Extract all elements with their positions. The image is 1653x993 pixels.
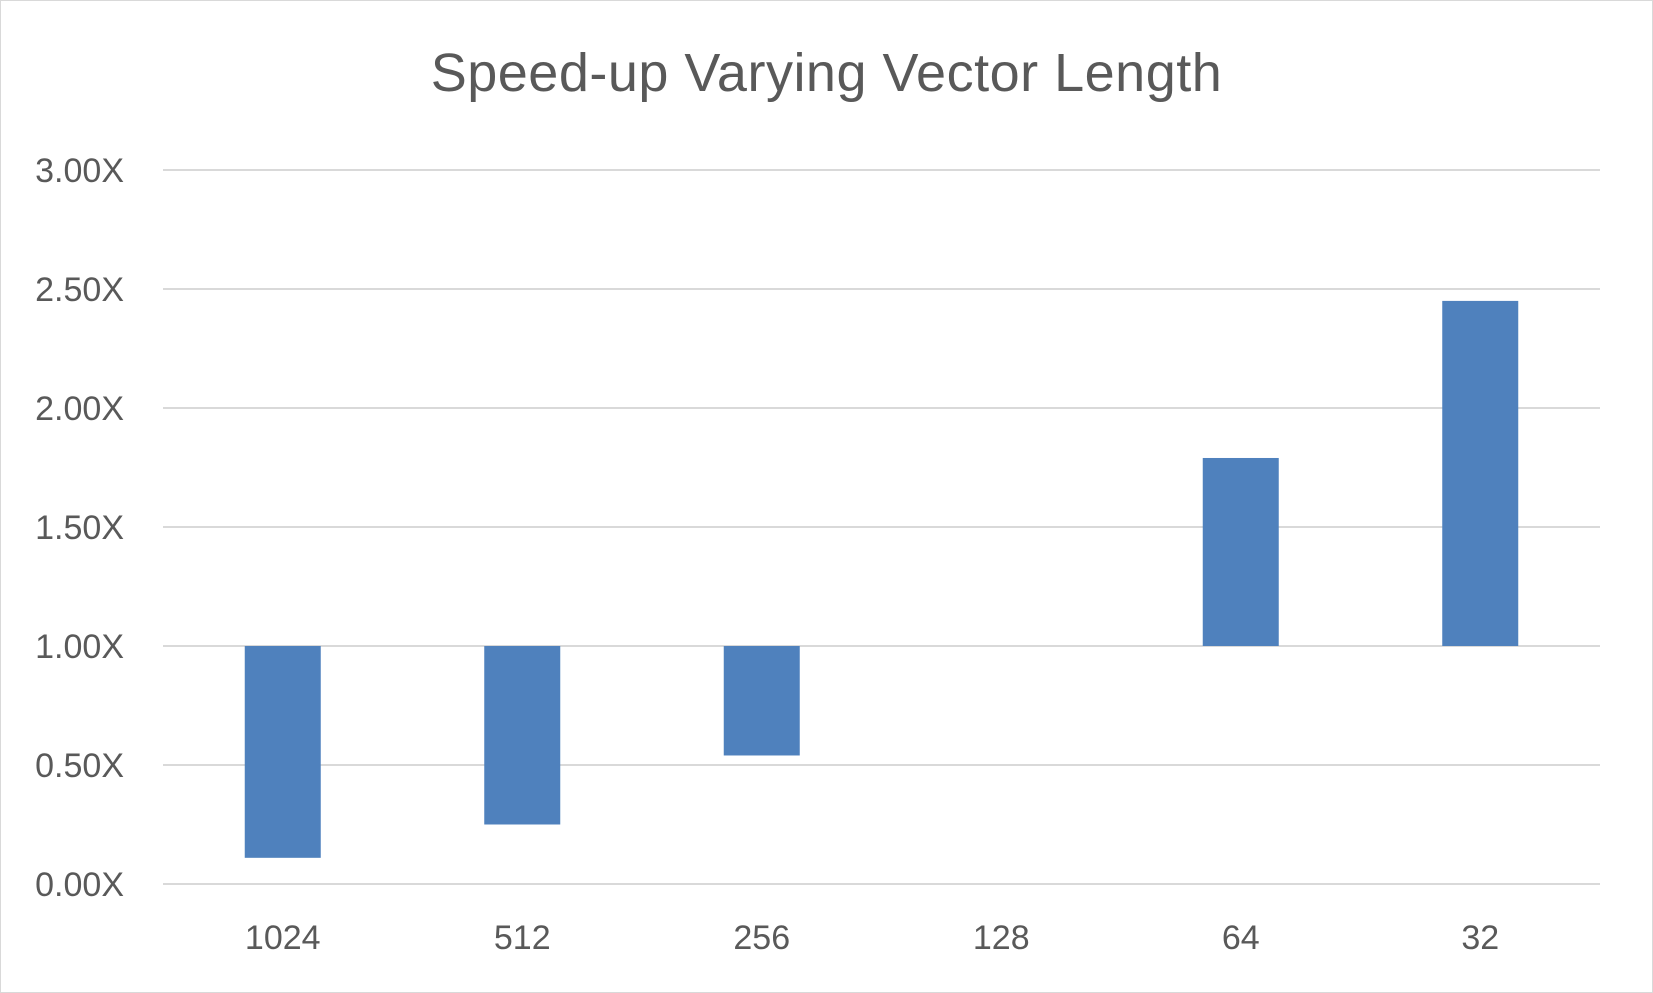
- x-tick-label-256: 256: [733, 919, 790, 957]
- y-tick-label: 2.50X: [35, 271, 124, 309]
- x-tick-label-128: 128: [973, 919, 1030, 957]
- bar-32: [1442, 300, 1519, 646]
- y-tick-label: 3.00X: [35, 152, 124, 190]
- bar-256: [723, 646, 800, 756]
- y-tick-label: 2.00X: [35, 390, 124, 428]
- x-tick-label-64: 64: [1222, 919, 1260, 957]
- x-tick-label-1024: 1024: [245, 919, 321, 957]
- x-tick-label-512: 512: [494, 919, 551, 957]
- x-axis-ticks: 1024 512 256 128 64 32: [245, 919, 1499, 957]
- bars: [244, 300, 1519, 858]
- bar-512: [484, 646, 561, 825]
- bar-1024: [244, 646, 321, 858]
- y-axis-ticks: 0.00X 0.50X 1.00X 1.50X 2.00X 2.50X 3.00X: [35, 152, 124, 904]
- bar-64: [1202, 457, 1279, 646]
- x-tick-label-32: 32: [1461, 919, 1499, 957]
- y-tick-label: 1.00X: [35, 628, 124, 666]
- chart-title: Speed-up Varying Vector Length: [430, 43, 1223, 103]
- y-tick-label: 1.50X: [35, 509, 124, 547]
- y-tick-label: 0.50X: [35, 747, 124, 785]
- y-tick-label: 0.00X: [35, 866, 124, 904]
- gridlines: [163, 169, 1600, 885]
